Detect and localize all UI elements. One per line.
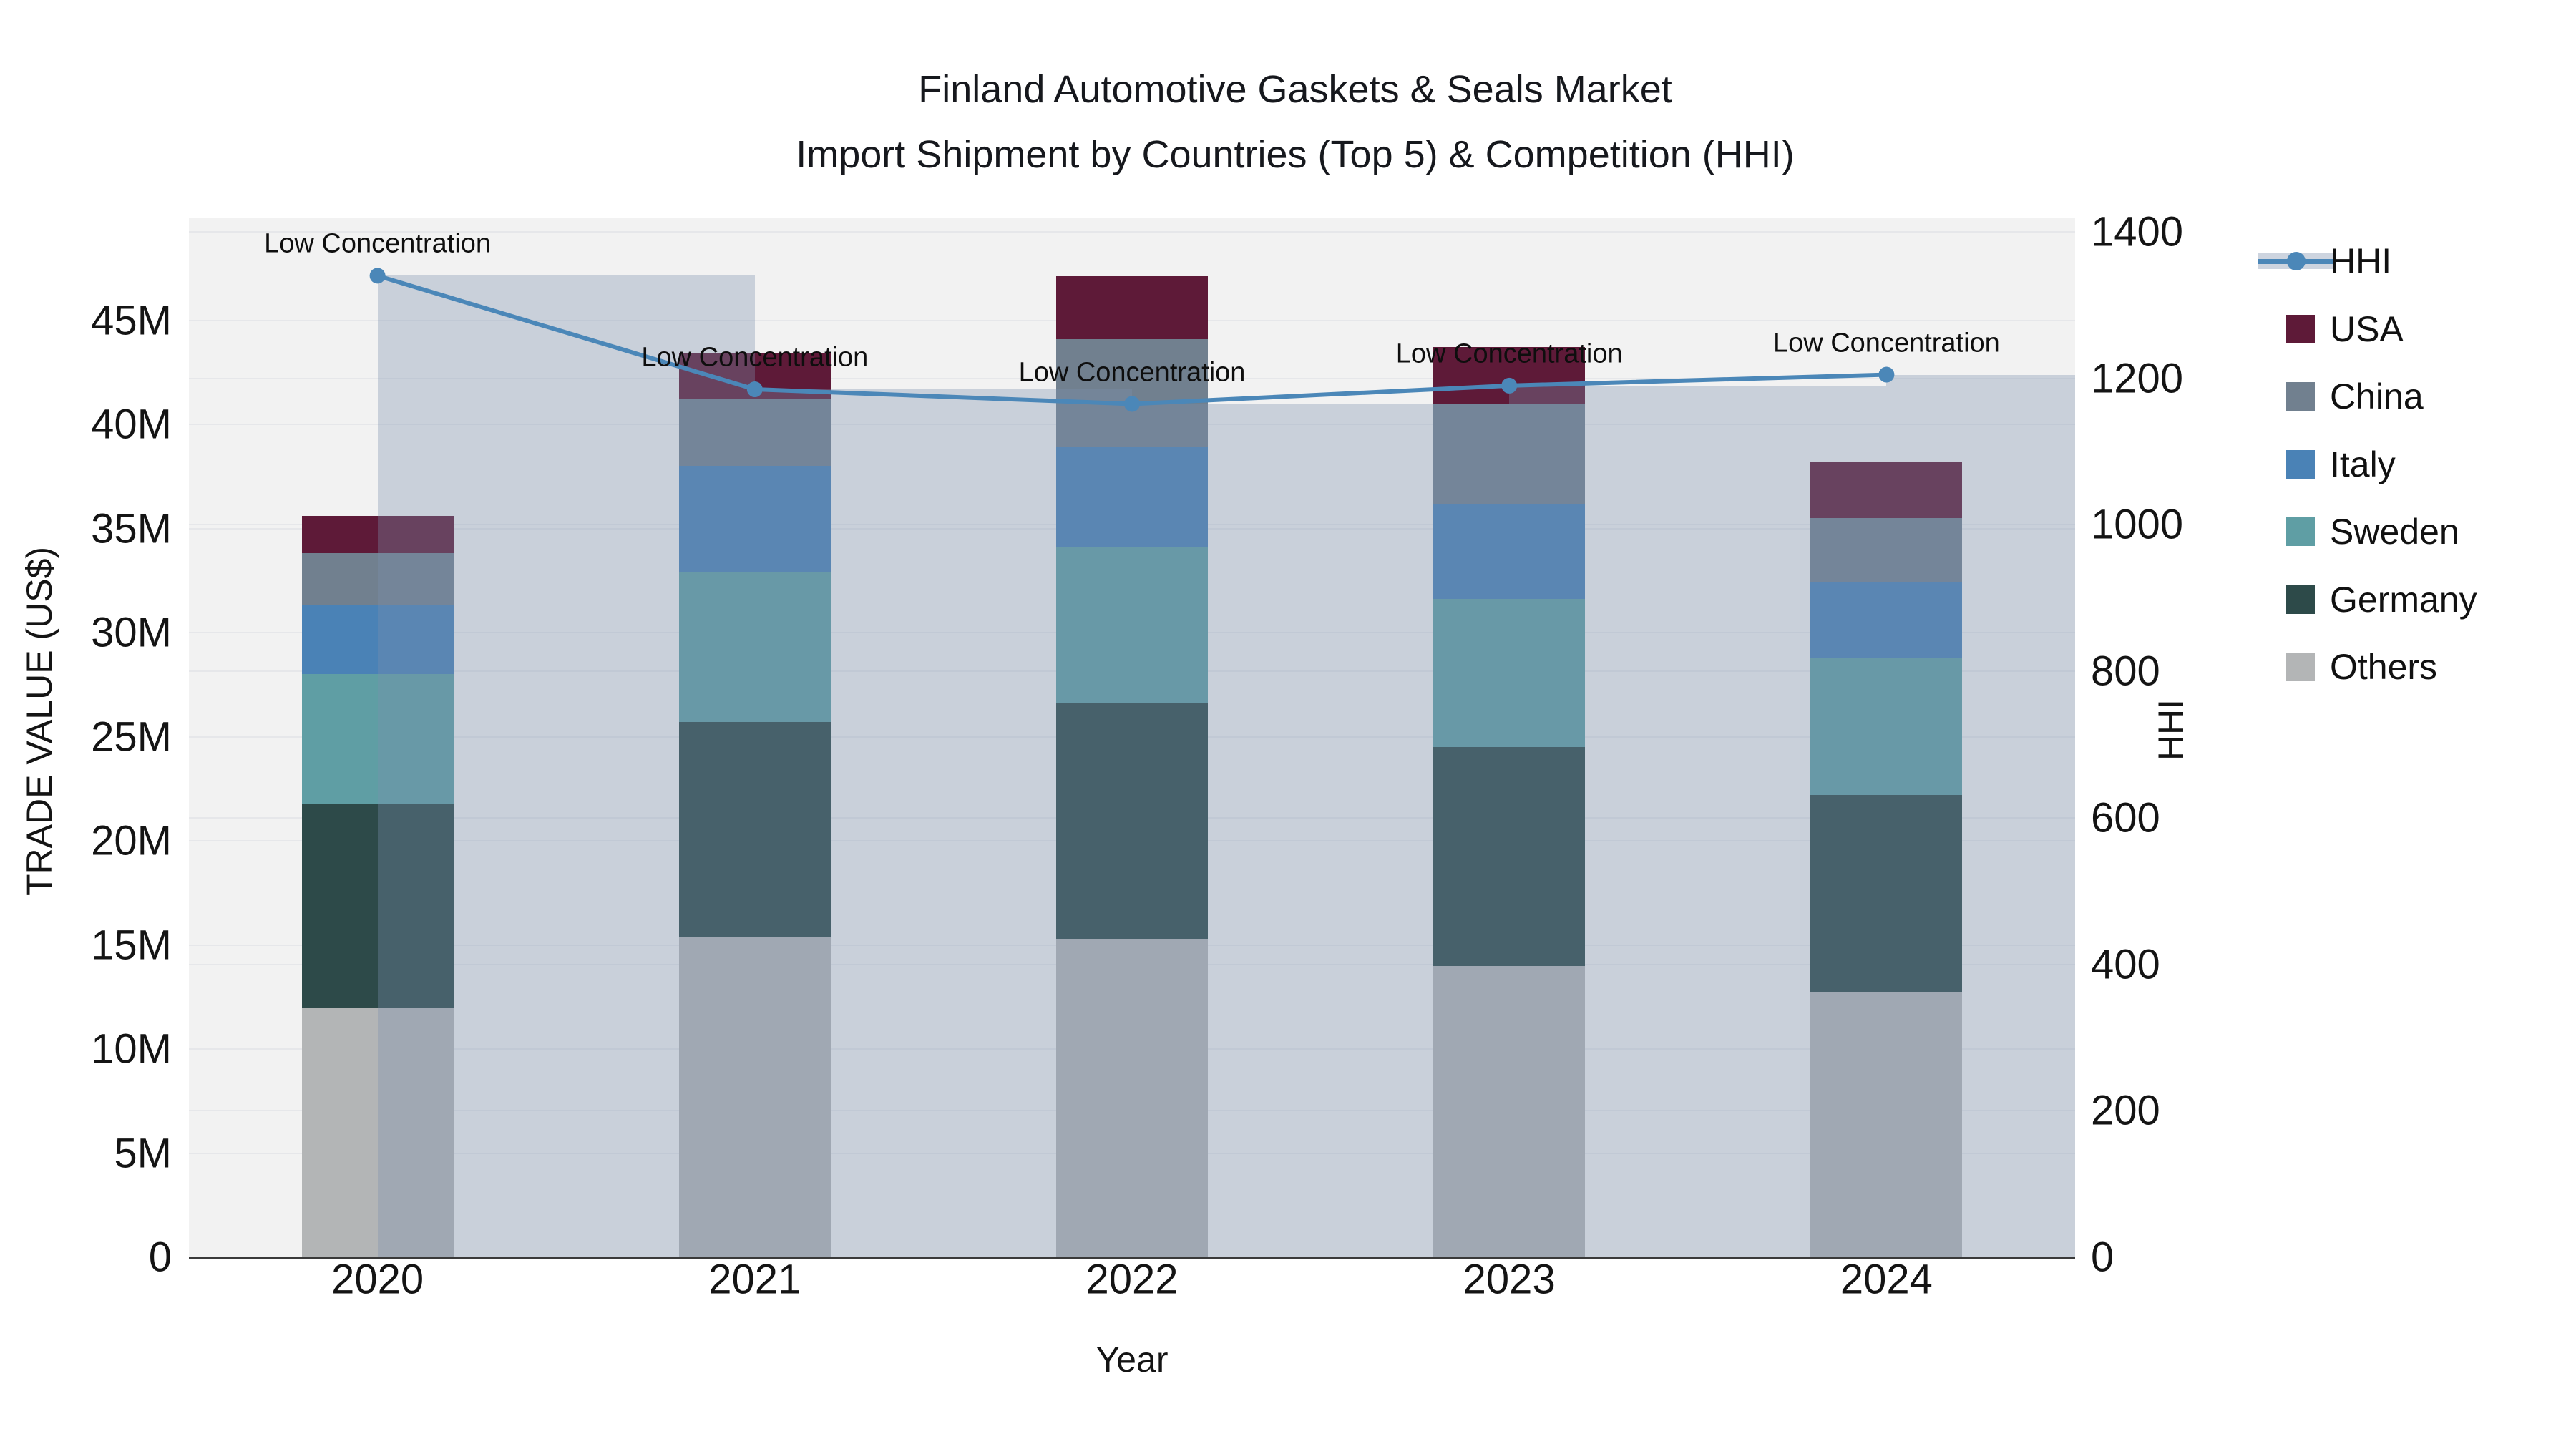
bar-sweden-2021[interactable] (678, 572, 831, 723)
bar-germany-2024[interactable] (1810, 794, 1963, 993)
gridline-right-1400 (189, 230, 2075, 233)
bar-italy-2020[interactable] (301, 605, 454, 675)
y-left-tick-45M: 45M (91, 297, 172, 343)
legend-item-sweden[interactable]: Sweden (2330, 512, 2459, 552)
annotation-low-concentration-2023: Low Concentration (1395, 338, 1623, 369)
y-left-tick-5M: 5M (114, 1130, 172, 1176)
hhi-band-2022 (1132, 404, 1510, 1257)
chart-subtitle: Import Shipment by Countries (Top 5) & C… (796, 133, 1795, 176)
hhi-marker-2023[interactable] (1501, 377, 1518, 394)
annotation-low-concentration-2021: Low Concentration (641, 342, 869, 373)
bar-italy-2024[interactable] (1810, 582, 1963, 658)
bar-italy-2021[interactable] (678, 466, 831, 572)
x-axis-title: Year (1096, 1340, 1169, 1380)
bar-germany-2020[interactable] (301, 803, 454, 1008)
annotation-low-concentration-2024: Low Concentration (1772, 328, 2000, 358)
hhi-marker-2022[interactable] (1124, 396, 1140, 412)
y-left-tick-25M: 25M (91, 713, 172, 760)
y-left-tick-0: 0 (148, 1234, 172, 1281)
bar-others-2022[interactable] (1056, 938, 1208, 1257)
bar-others-2023[interactable] (1433, 965, 1586, 1257)
bar-others-2024[interactable] (1810, 992, 1963, 1257)
bar-usa-2024[interactable] (1810, 462, 1963, 518)
y-left-tick-30M: 30M (91, 609, 172, 656)
bar-usa-2020[interactable] (301, 516, 454, 554)
bar-others-2021[interactable] (678, 936, 831, 1257)
bar-china-2021[interactable] (678, 399, 831, 467)
x-tick-2023: 2023 (1463, 1256, 1556, 1303)
chart-title: Finland Automotive Gaskets & Seals Marke… (918, 68, 1672, 111)
bar-germany-2023[interactable] (1433, 747, 1586, 966)
y-right-tick-600: 600 (2091, 794, 2160, 841)
legend-swatch-germany (2286, 585, 2315, 614)
bar-china-2024[interactable] (1810, 517, 1963, 583)
x-tick-2021: 2021 (708, 1256, 801, 1303)
legend-item-germany[interactable]: Germany (2330, 579, 2477, 620)
bar-germany-2022[interactable] (1056, 703, 1208, 939)
y-right-tick-1200: 1200 (2091, 355, 2184, 402)
bar-sweden-2024[interactable] (1810, 657, 1963, 795)
y-axis-title-right: HHI (2151, 698, 2191, 761)
bar-china-2022[interactable] (1056, 338, 1208, 447)
bar-germany-2021[interactable] (678, 722, 831, 937)
y-left-tick-35M: 35M (91, 505, 172, 552)
legend-hhi-marker-icon (2287, 252, 2306, 270)
bar-china-2023[interactable] (1433, 403, 1586, 504)
legend-item-hhi[interactable]: HHI (2330, 241, 2392, 281)
x-axis-line (189, 1257, 2075, 1259)
y-left-tick-40M: 40M (91, 401, 172, 448)
y-right-tick-800: 800 (2091, 648, 2160, 695)
bar-others-2020[interactable] (301, 1007, 454, 1257)
bar-italy-2023[interactable] (1433, 503, 1586, 600)
hhi-band-2021 (754, 389, 1132, 1257)
bar-usa-2022[interactable] (1056, 276, 1208, 339)
bar-china-2020[interactable] (301, 553, 454, 606)
y-left-tick-10M: 10M (91, 1025, 172, 1073)
y-left-tick-20M: 20M (91, 817, 172, 864)
legend-swatch-usa (2286, 314, 2315, 343)
legend-item-others[interactable]: Others (2330, 647, 2438, 687)
hhi-band-2023 (1509, 385, 1887, 1257)
x-tick-2022: 2022 (1085, 1256, 1179, 1303)
legend-item-china[interactable]: China (2330, 376, 2424, 416)
hhi-marker-2021[interactable] (746, 381, 763, 398)
annotation-low-concentration-2020: Low Concentration (264, 228, 492, 259)
x-tick-2020: 2020 (331, 1256, 424, 1303)
y-right-tick-0: 0 (2091, 1234, 2114, 1281)
hhi-line-layer (369, 268, 1895, 412)
hhi-marker-2024[interactable] (1878, 366, 1895, 383)
legend-swatch-china (2286, 382, 2315, 411)
annotation-low-concentration-2022: Low Concentration (1018, 357, 1246, 387)
legend-item-italy[interactable]: Italy (2330, 444, 2396, 484)
y-right-tick-200: 200 (2091, 1087, 2160, 1134)
y-right-tick-1400: 1400 (2091, 208, 2184, 255)
hhi-band-2024 (1886, 374, 2075, 1257)
bar-usa-2023[interactable] (1433, 347, 1586, 404)
legend-item-usa[interactable]: USA (2330, 308, 2404, 349)
x-tick-2024: 2024 (1840, 1256, 1933, 1303)
hhi-marker-2020[interactable] (369, 268, 386, 284)
hhi-band-2020 (377, 275, 755, 1257)
bar-italy-2022[interactable] (1056, 447, 1208, 547)
legend-swatch-others (2286, 653, 2315, 681)
legend-swatch-italy (2286, 449, 2315, 479)
legend-swatch-sweden (2286, 517, 2315, 546)
y-right-tick-1000: 1000 (2091, 501, 2184, 548)
y-right-tick-400: 400 (2091, 941, 2160, 988)
bar-sweden-2022[interactable] (1056, 547, 1208, 703)
y-left-tick-15M: 15M (91, 922, 172, 968)
bar-sweden-2020[interactable] (301, 674, 454, 804)
bar-sweden-2023[interactable] (1433, 599, 1586, 748)
